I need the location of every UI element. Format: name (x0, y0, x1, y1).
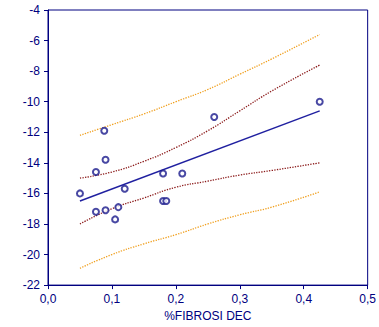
svg-text:-12: -12 (23, 125, 41, 139)
svg-text:-14: -14 (23, 156, 41, 170)
svg-text:0,5: 0,5 (359, 292, 376, 306)
svg-text:-18: -18 (23, 217, 41, 231)
svg-text:0,0: 0,0 (40, 292, 57, 306)
svg-text:0,4: 0,4 (295, 292, 312, 306)
svg-text:0,1: 0,1 (104, 292, 121, 306)
svg-text:-8: -8 (29, 64, 40, 78)
svg-text:0,2: 0,2 (168, 292, 185, 306)
svg-text:-16: -16 (23, 186, 41, 200)
svg-text:-22: -22 (23, 278, 41, 292)
svg-text:-4: -4 (29, 3, 40, 17)
svg-text:-6: -6 (29, 34, 40, 48)
svg-text:-20: -20 (23, 248, 41, 262)
svg-text:0,3: 0,3 (231, 292, 248, 306)
svg-text:-10: -10 (23, 95, 41, 109)
svg-text:%FIBROSI DEC: %FIBROSI DEC (164, 309, 252, 323)
